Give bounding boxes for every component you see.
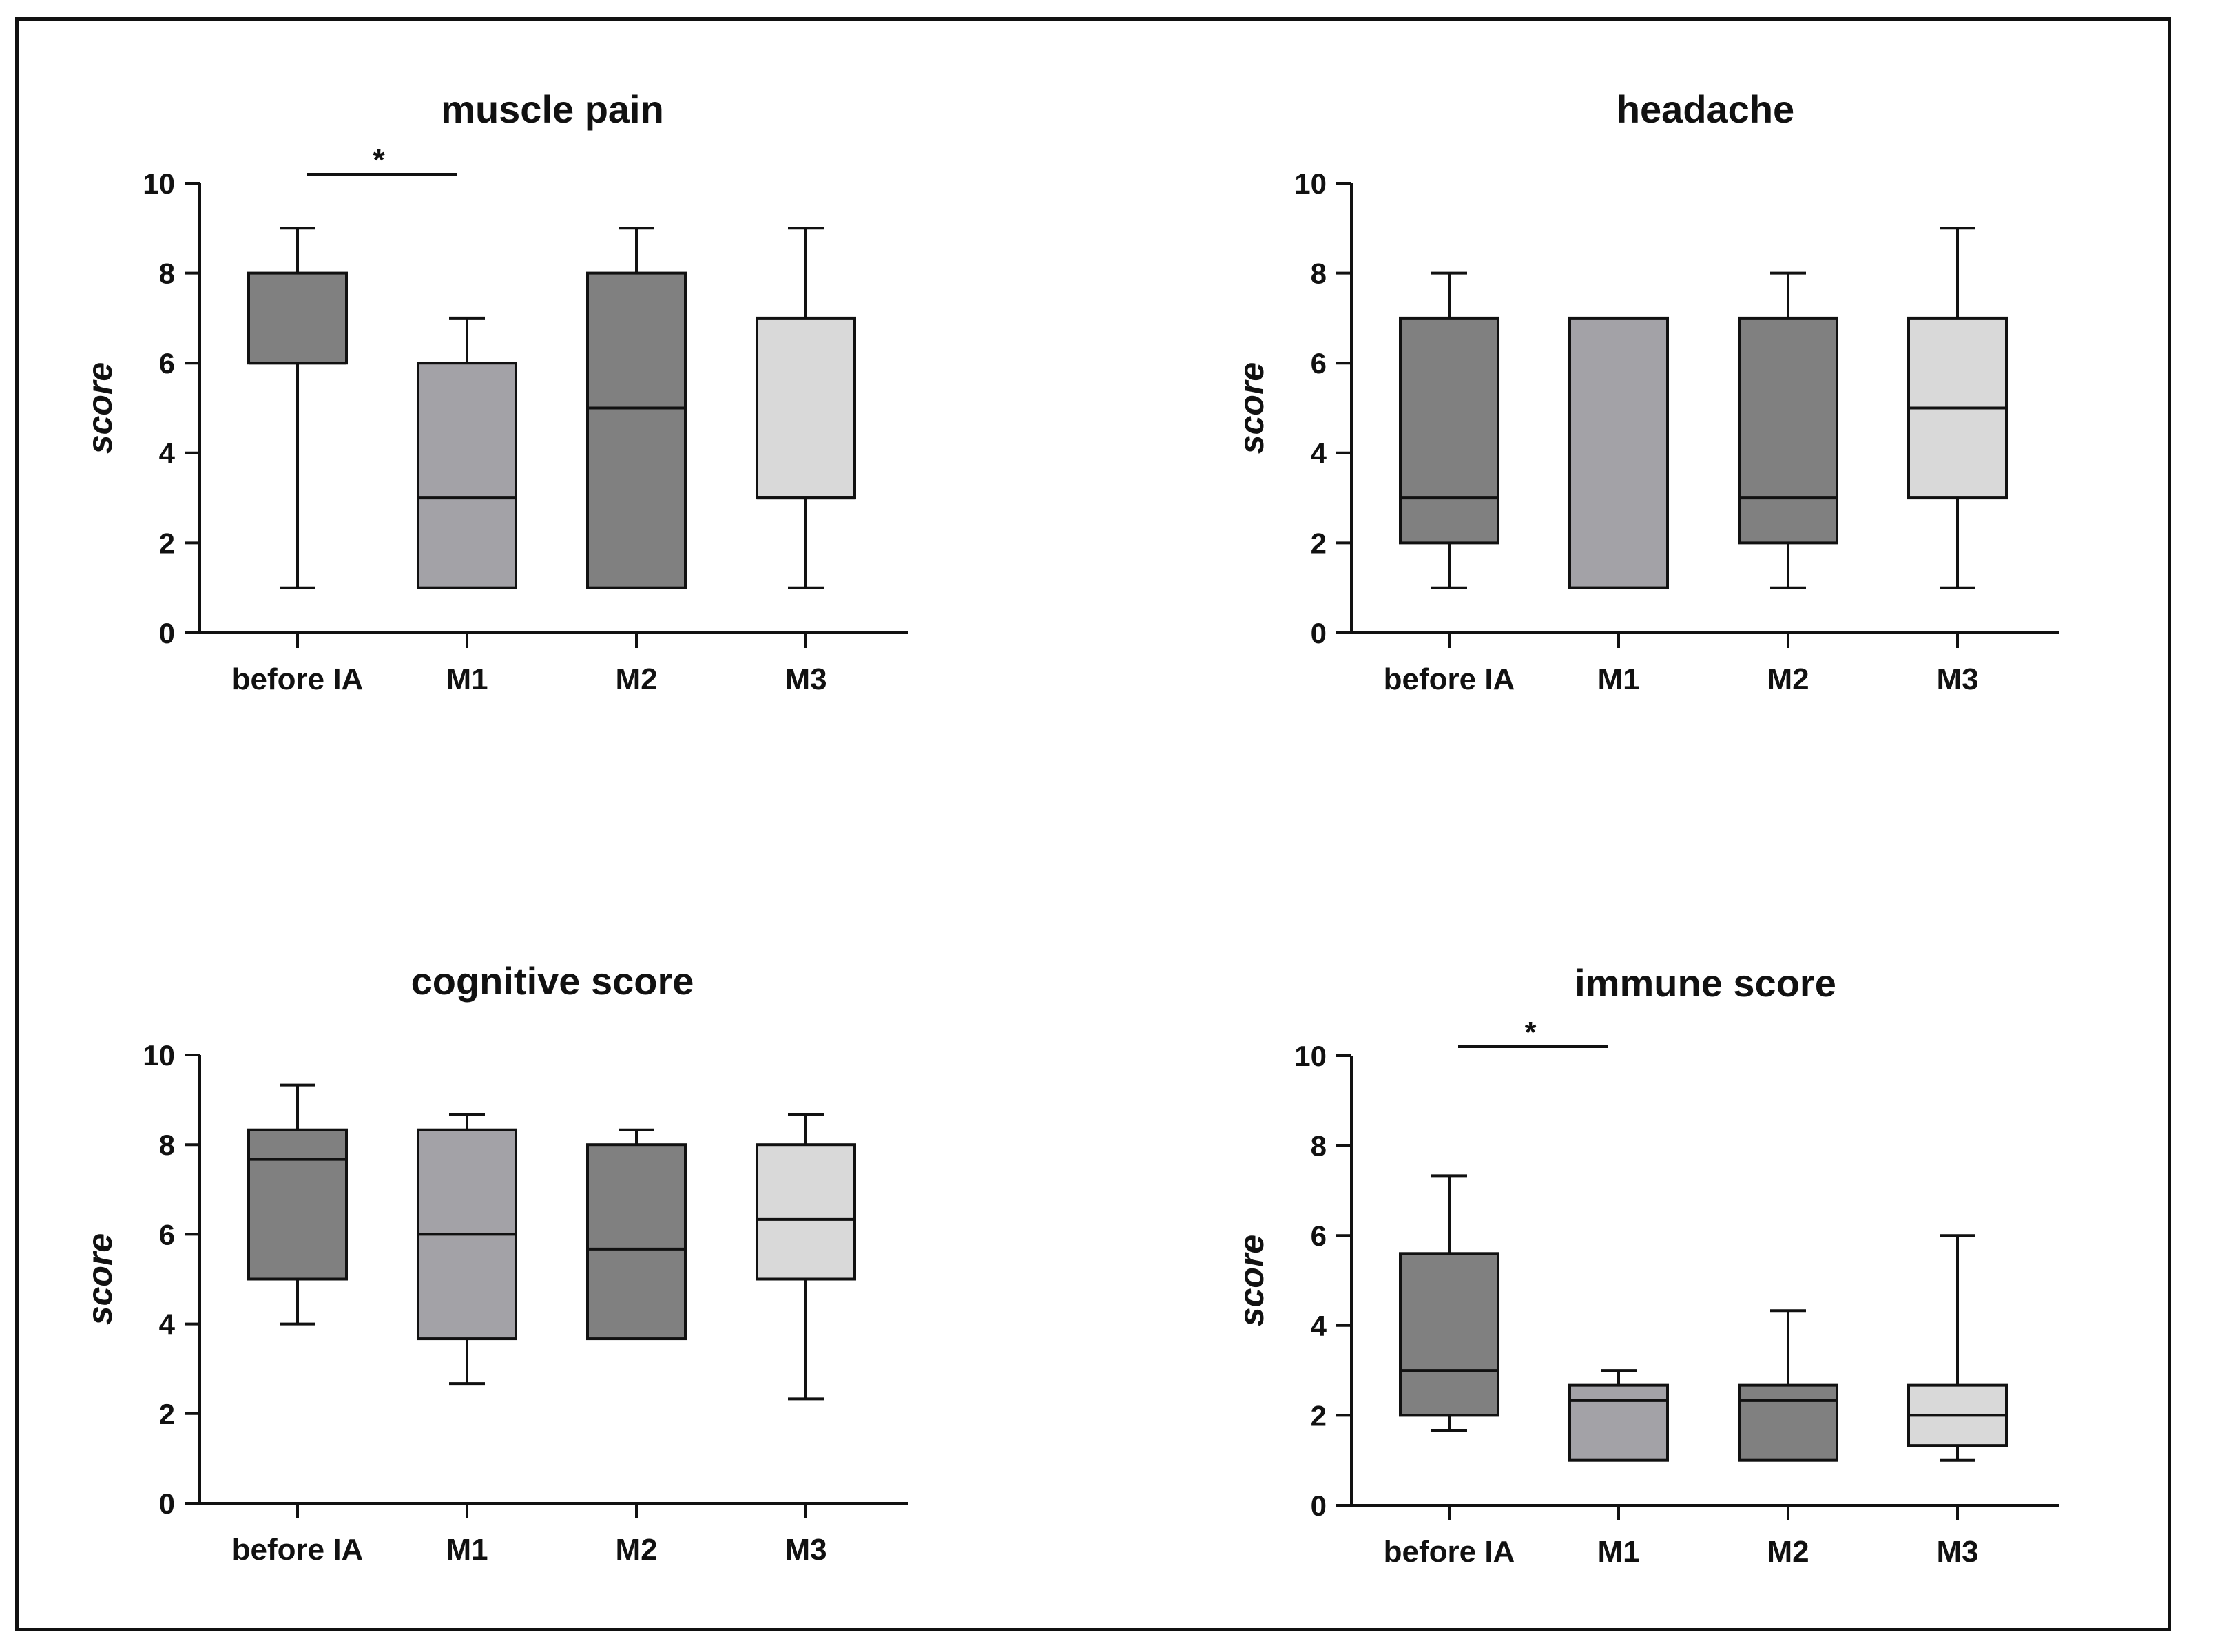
y-tick-label: 10: [1294, 167, 1327, 200]
y-tick-label: 4: [159, 1308, 176, 1341]
y-tick-label: 6: [159, 347, 175, 379]
box-iqr: [756, 1143, 856, 1281]
y-tick-label: 2: [1311, 527, 1327, 559]
y-tick-label: 4: [1311, 1310, 1327, 1342]
x-tick-label: M2: [1767, 662, 1809, 696]
y-tick-label: 6: [1311, 347, 1327, 379]
y-tick-label: 2: [159, 1398, 175, 1430]
x-tick-label: M1: [1597, 662, 1639, 696]
y-tick-label: 2: [159, 527, 175, 559]
x-tick-label: M1: [446, 1533, 488, 1567]
box-m1: [417, 316, 517, 589]
box-m1: [1568, 1369, 1669, 1462]
box-before-ia: [247, 227, 348, 589]
significance-marker: *: [373, 143, 385, 177]
x-tick-label: M3: [1936, 1535, 1978, 1569]
chart-panel-4: immune score score 0 2 4 6 8 10 before IA M1 M2 M3 *: [1232, 961, 2059, 1569]
y-tick-label: 0: [159, 1487, 175, 1520]
significance-marker: *: [1524, 1016, 1537, 1049]
y-tick-label: 8: [159, 258, 175, 290]
box-m3: [1907, 1234, 2008, 1462]
chart-title: cognitive score: [411, 959, 694, 1003]
x-tick-label: M1: [1597, 1535, 1639, 1569]
box-before-ia: [1399, 1174, 1499, 1432]
box-m1: [417, 1113, 517, 1386]
chart-panel-1: muscle pain score 0 2 4 6 8 10 before IA M1 M2 M3 *: [81, 87, 908, 696]
box-m3: [756, 227, 856, 589]
box-m3: [1907, 227, 2008, 589]
x-tick-label: before IA: [1384, 1535, 1515, 1569]
y-tick-label: 10: [143, 1039, 175, 1071]
y-tick-label: 8: [1311, 258, 1327, 290]
y-axis-label: score: [1232, 362, 1271, 454]
y-axis-label: score: [81, 362, 119, 454]
box-m2: [1738, 1309, 1838, 1462]
y-tick-label: 2: [1311, 1399, 1327, 1432]
y-tick-label: 8: [1311, 1130, 1327, 1162]
x-tick-label: M1: [446, 662, 488, 696]
x-tick-label: M3: [785, 662, 827, 696]
y-tick-label: 0: [1311, 1489, 1327, 1522]
box-iqr: [586, 271, 687, 589]
box-before-ia: [247, 1083, 348, 1326]
x-tick-label: M2: [1767, 1535, 1809, 1569]
x-tick-label: before IA: [232, 662, 364, 696]
x-tick-label: M3: [785, 1533, 827, 1567]
y-tick-label: 4: [1311, 437, 1327, 470]
box-iqr: [1399, 1252, 1499, 1417]
box-iqr: [247, 271, 348, 365]
box-m2: [586, 227, 687, 589]
box-iqr: [586, 1143, 687, 1341]
y-tick-label: 8: [159, 1129, 175, 1161]
box-iqr: [1738, 1383, 1838, 1462]
box-iqr: [1568, 316, 1669, 589]
box-m2: [586, 1128, 687, 1341]
y-tick-label: 10: [1294, 1040, 1327, 1072]
figure-frame: [15, 17, 2171, 1631]
y-tick-label: 10: [143, 167, 175, 200]
y-tick-label: 0: [159, 617, 175, 649]
x-tick-label: before IA: [232, 1533, 364, 1567]
box-iqr: [417, 362, 517, 589]
chart-title: headache: [1617, 87, 1794, 131]
box-m1: [1568, 316, 1669, 589]
y-axis-label: score: [1232, 1235, 1271, 1326]
box-iqr: [1738, 316, 1838, 545]
chart-panel-3: cognitive score score 0 2 4 6 8 10 before IA M1 M2…: [81, 959, 908, 1567]
box-iqr: [247, 1128, 348, 1281]
y-tick-label: 6: [159, 1218, 175, 1251]
box-iqr: [1568, 1383, 1669, 1462]
y-tick-label: 0: [1311, 617, 1327, 649]
y-tick-label: 6: [1311, 1220, 1327, 1252]
y-tick-label: 4: [159, 437, 176, 470]
box-iqr: [1399, 316, 1499, 545]
chart-title: muscle pain: [441, 87, 664, 131]
chart-title: immune score: [1575, 961, 1836, 1005]
x-tick-label: M2: [615, 1533, 657, 1567]
x-tick-label: M2: [615, 662, 657, 696]
box-m2: [1738, 271, 1838, 589]
box-before-ia: [1399, 271, 1499, 589]
y-axis-label: score: [81, 1233, 119, 1325]
x-tick-label: before IA: [1384, 662, 1515, 696]
x-tick-label: M3: [1936, 662, 1978, 696]
box-iqr: [756, 316, 856, 500]
chart-panel-2: headache score 0 2 4 6 8 10 before IA M1 M2 M3: [1232, 87, 2059, 696]
box-m3: [756, 1113, 856, 1401]
